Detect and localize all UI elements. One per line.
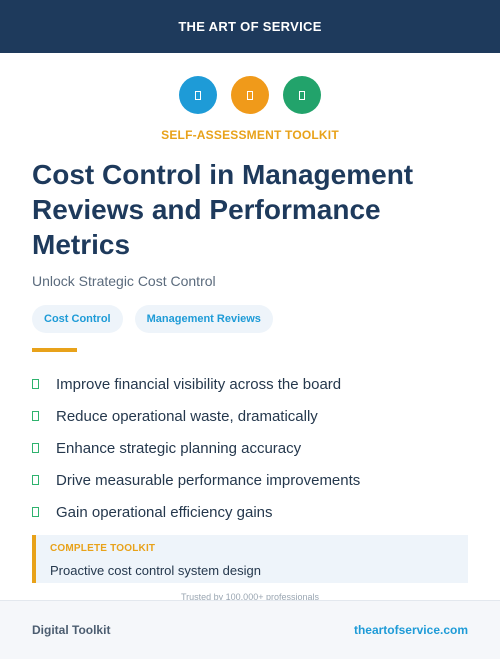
website-link[interactable]: theartofservice.com <box>353 623 468 637</box>
check-icon <box>32 475 39 485</box>
complete-toolkit-callout: COMPLETE TOOLKIT Proactive cost control … <box>32 535 468 583</box>
brand-title: THE ART OF SERVICE <box>178 19 322 34</box>
clipboard-icon <box>231 76 269 114</box>
benefit-item: Drive measurable performance improvement… <box>32 464 472 496</box>
callout-label: COMPLETE TOOLKIT <box>50 543 156 554</box>
toolkit-kicker: SELF-ASSESSMENT TOOLKIT <box>161 128 339 142</box>
page-title: Cost Control in Management Reviews and P… <box>32 159 414 260</box>
page-subtitle: Unlock Strategic Cost Control <box>32 273 216 289</box>
check-icon <box>32 507 39 517</box>
check-icon <box>32 443 39 453</box>
header-bar: THE ART OF SERVICE <box>0 0 500 53</box>
benefit-item: Enhance strategic planning accuracy <box>32 432 472 464</box>
benefit-item: Gain operational efficiency gains <box>32 496 472 528</box>
benefit-text: Drive measurable performance improvement… <box>56 471 361 489</box>
check-icon <box>32 379 39 389</box>
tag-cost-control[interactable]: Cost Control <box>32 305 123 333</box>
accent-divider <box>32 348 77 352</box>
check-icon <box>32 411 39 421</box>
footer-bar: Digital Toolkit theartofservice.com <box>0 600 500 659</box>
benefit-list: Improve financial visibility across the … <box>32 368 472 528</box>
footer-label: Digital Toolkit <box>32 623 111 637</box>
document-icon <box>179 76 217 114</box>
callout-text: Proactive cost control system design <box>50 563 261 578</box>
trusted-note: Trusted by 100,000+ professionals <box>180 592 319 602</box>
tag-list: Cost Control Management Reviews <box>32 305 273 333</box>
benefit-text: Gain operational efficiency gains <box>56 503 273 521</box>
icon-row <box>0 76 500 114</box>
tag-management-reviews[interactable]: Management Reviews <box>134 305 273 333</box>
benefit-text: Enhance strategic planning accuracy <box>56 439 302 457</box>
benefit-text: Improve financial visibility across the … <box>56 375 342 393</box>
chart-icon <box>283 76 321 114</box>
benefit-item: Improve financial visibility across the … <box>32 368 472 400</box>
benefit-item: Reduce operational waste, dramatically <box>32 400 472 432</box>
benefit-text: Reduce operational waste, dramatically <box>56 407 318 425</box>
